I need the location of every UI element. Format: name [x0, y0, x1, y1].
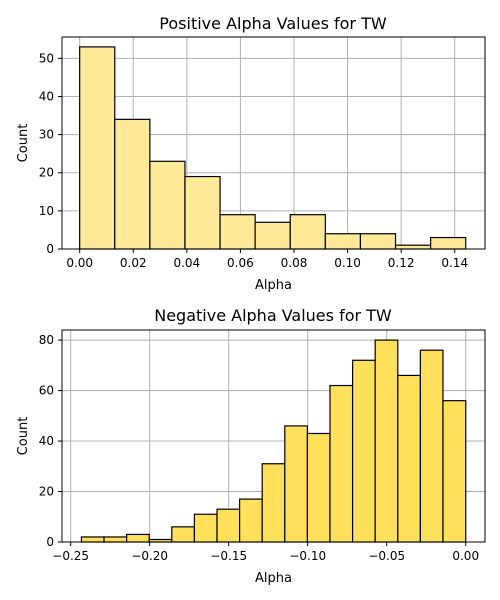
y-tick-label: 40: [39, 434, 54, 448]
y-tick-label: 20: [39, 166, 54, 180]
histogram-bar: [430, 236, 467, 250]
histogram-bar: [289, 214, 326, 250]
x-ticks: −0.25 −0.20 −0.15 −0.10 −0.05 0.00: [52, 542, 479, 563]
histogram-bar: [359, 233, 397, 250]
plot-frame: [61, 36, 486, 250]
histogram-bar: [284, 425, 308, 543]
bars: [80, 339, 467, 543]
histogram-bar: [329, 384, 354, 543]
histogram-bar: [103, 536, 128, 543]
histogram-bar: [216, 508, 241, 543]
histogram-bar: [114, 118, 151, 250]
y-tick-label: 50: [39, 51, 54, 65]
histogram-bar: [254, 221, 291, 250]
histogram-bar: [80, 536, 105, 543]
histogram-bar: [374, 339, 399, 543]
x-tick-label: 0.00: [452, 549, 479, 563]
x-tick-label: 0.04: [173, 256, 200, 270]
y-tick-label: 20: [39, 485, 54, 499]
histogram-bar: [184, 175, 221, 250]
x-tick-label: −0.25: [52, 549, 89, 563]
y-tick-label: 10: [39, 204, 54, 218]
chart-title: Negative Alpha Values for TW: [154, 306, 392, 325]
x-tick-label: 0.06: [227, 256, 254, 270]
y-axis-label: Count: [16, 417, 31, 456]
histogram-bar: [193, 513, 218, 543]
y-ticks: 0 10 20 30 40 50: [39, 51, 62, 256]
plot-frame: [61, 329, 486, 543]
x-tick-label: 0.08: [281, 256, 308, 270]
histogram-bar: [306, 432, 331, 543]
histogram-bar: [239, 498, 263, 543]
y-tick-label: 30: [39, 128, 54, 142]
x-tick-label: −0.05: [368, 549, 405, 563]
histogram-bar: [219, 214, 256, 250]
y-ticks: 0 20 40 60 80: [39, 333, 62, 549]
histogram-bar: [149, 160, 186, 250]
chart-title: Positive Alpha Values for TW: [159, 14, 387, 33]
y-tick-label: 40: [39, 89, 54, 103]
x-axis-label: Alpha: [255, 571, 292, 586]
histogram-bar: [442, 400, 467, 543]
histogram-bar: [394, 244, 432, 250]
histogram-bar: [126, 533, 150, 543]
x-tick-label: −0.10: [289, 549, 326, 563]
y-tick-label: 80: [39, 333, 54, 347]
histogram-bar: [397, 374, 421, 543]
positive-alpha-histogram: Positive Alpha Values for TW 0.00 0.02 0.0…: [16, 14, 486, 293]
x-tick-label: 0.14: [441, 256, 468, 270]
y-axis-label: Count: [16, 124, 31, 163]
x-tick-label: 0.00: [66, 256, 93, 270]
y-tick-label: 60: [39, 384, 54, 398]
histogram-bar: [419, 349, 444, 543]
histogram-bar: [351, 359, 376, 543]
y-tick-label: 0: [46, 242, 54, 256]
x-tick-label: −0.20: [131, 549, 168, 563]
x-ticks: 0.00 0.02 0.04 0.06 0.08 0.10 0.12 0.14: [66, 249, 468, 270]
histogram-bar: [261, 463, 286, 543]
histogram-bar: [324, 233, 362, 250]
y-tick-label: 0: [46, 535, 54, 549]
x-tick-label: −0.15: [210, 549, 247, 563]
x-tick-label: 0.10: [334, 256, 361, 270]
x-tick-label: 0.12: [388, 256, 415, 270]
negative-alpha-histogram: Negative Alpha Values for TW −0.25 −0.20−…: [16, 306, 486, 586]
x-tick-label: 0.02: [120, 256, 147, 270]
histogram-bar: [79, 46, 116, 250]
x-axis-label: Alpha: [255, 278, 292, 293]
bars: [79, 46, 467, 250]
histogram-bar: [171, 526, 196, 543]
